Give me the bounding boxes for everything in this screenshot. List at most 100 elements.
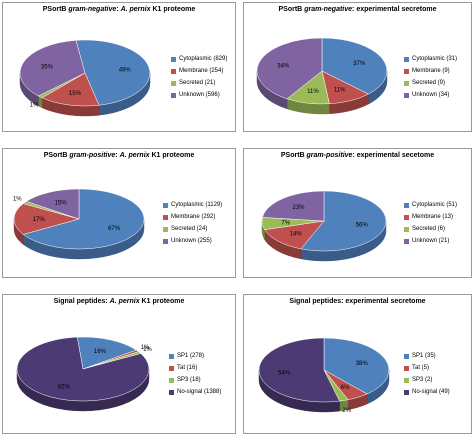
pie-data-label: 1% (141, 345, 150, 351)
legend-swatch (171, 68, 176, 74)
pie-data-label: 54% (278, 370, 291, 376)
pie-chart: 56% 14%7% 23% (261, 190, 387, 262)
legend-label: SP1 (278) (177, 353, 205, 359)
legend-item: Secreted (6) (404, 223, 457, 235)
pie-data-label: 11% (307, 89, 319, 95)
pie-chart: 38% 6% 2% 54% (258, 337, 390, 414)
legend-swatch (404, 365, 409, 371)
legend-label: Unknown (34) (412, 92, 450, 98)
legend-label: Cytoplasmic (51) (412, 202, 458, 208)
pie-slice-membrane (41, 72, 100, 107)
legend-swatch (171, 92, 176, 98)
legend-label: Secreted (21) (179, 80, 216, 86)
pie-data-label: 7% (281, 221, 290, 227)
legend-swatch (169, 365, 174, 371)
pie-data-label: 23% (292, 205, 305, 211)
legend-swatch (404, 202, 409, 208)
legend-item: Membrane (254) (171, 65, 227, 77)
pie-chart: 37% 11% 11% 34% (256, 37, 388, 115)
pie-label-group: 16%1%1%82% (58, 345, 153, 391)
chart-legend: Cytoplasmic (51) Membrane (13) Secreted (6… (404, 199, 457, 247)
legend-swatch (404, 214, 409, 220)
pie-slice-no-signal (258, 337, 340, 403)
pie-data-label: 14% (290, 232, 303, 238)
pie-data-label: 15% (69, 91, 82, 97)
pie-slice-unknown (25, 188, 80, 220)
pie-data-label: 1% (143, 347, 152, 353)
legend-label: Membrane (13) (412, 214, 454, 220)
legend-label: Secreted (24) (171, 226, 208, 232)
chart-legend: SP1 (278) Tat (16) SP3 (18) No-signal (1388… (169, 350, 221, 398)
pie-label-group: 67% 17% 1% 15% (13, 197, 121, 233)
legend-label: Unknown (255) (171, 238, 212, 244)
legend-swatch (169, 377, 174, 383)
pie-slice-unknown (262, 190, 325, 222)
legend-item: Membrane (292) (163, 211, 222, 223)
legend-label: SP3 (2) (412, 377, 433, 383)
pie-top-group (13, 188, 145, 250)
legend-item: No-signal (1388) (169, 386, 221, 398)
pie-chart: 67% 17% 1% 15% (13, 188, 145, 260)
pie-data-label: 1% (30, 102, 39, 108)
pie-data-label: 6% (341, 385, 350, 391)
legend-item: Unknown (255) (163, 235, 222, 247)
legend-label: Tat (5) (412, 365, 430, 371)
legend-item: Cytoplasmic (51) (404, 199, 457, 211)
legend-label: Unknown (21) (412, 238, 450, 244)
chart-panel-grampos-proteome: PSortB gram-positive: A. pernix K1 prote… (2, 148, 236, 278)
legend-item: Unknown (34) (404, 89, 457, 101)
legend-swatch (404, 92, 409, 98)
pie-slice-membrane (264, 220, 325, 250)
pie-data-label: 35% (41, 64, 54, 70)
legend-swatch (404, 56, 409, 62)
pie-data-label: 82% (58, 385, 71, 391)
pie-slice-sp1 (323, 337, 390, 395)
chart-panel-gramneg-secretome: PSortB gram-negative: experimental secre… (243, 2, 472, 132)
legend-label: Cytoplasmic (1129) (171, 202, 223, 208)
legend-swatch (404, 68, 409, 74)
pie-slice-cytoplasmic (22, 188, 145, 250)
legend-item: Membrane (9) (404, 65, 457, 77)
legend-item: Tat (5) (404, 362, 450, 374)
legend-item: Secreted (24) (163, 223, 222, 235)
legend-swatch (163, 238, 168, 244)
pie-chart: 49% 15% 1% 35% (19, 39, 151, 117)
pie-data-label: 16% (94, 349, 107, 355)
legend-label: SP1 (35) (412, 353, 436, 359)
legend-item: Unknown (21) (404, 235, 457, 247)
legend-swatch (163, 202, 168, 208)
pie-data-label: 49% (119, 67, 132, 73)
pie-data-label: 37% (353, 61, 366, 67)
chart-panel-grampos-secretome: PSortB gram-positive: experimental secet… (243, 148, 472, 278)
pie-top-group (261, 190, 387, 252)
chart-panel-signal-secretome: Signal peptides: experimental secretome … (243, 294, 472, 434)
legend-swatch (171, 56, 176, 62)
legend-label: No-signal (1388) (177, 389, 222, 395)
chart-legend: Cytoplasmic (31) Membrane (9) Secreted (9)… (404, 53, 457, 101)
pie-top-group (256, 37, 388, 105)
legend-label: No-signal (49) (412, 389, 450, 395)
pie-label-group: 38% 6% 2% 54% (278, 361, 368, 414)
legend-swatch (404, 238, 409, 244)
legend-label: Membrane (9) (412, 68, 450, 74)
legend-swatch (169, 353, 174, 359)
pie-slice-membrane (13, 203, 80, 235)
pie-slice-unknown (19, 40, 86, 97)
legend-item: Secreted (9) (404, 77, 457, 89)
legend-swatch (163, 214, 168, 220)
legend-swatch (404, 353, 409, 359)
legend-item: Tat (16) (169, 362, 221, 374)
chart-panel-signal-proteome: Signal peptides: A. pernix K1 proteome 1… (2, 294, 236, 434)
legend-label: Cytoplasmic (829) (179, 56, 228, 62)
pie-label-group: 49% 15% 1% 35% (30, 64, 132, 108)
legend-swatch (404, 80, 409, 86)
pie-data-label: 2% (342, 408, 351, 414)
chart-title: PSortB gram-negative: experimental secre… (278, 6, 437, 13)
pie-label-group: 37% 11% 11% 34% (277, 61, 366, 95)
legend-swatch (404, 226, 409, 232)
chart-title: Signal peptides: A. pernix K1 proteome (53, 298, 185, 305)
legend-item: Cytoplasmic (1129) (163, 199, 222, 211)
pie-slice-unknown (256, 37, 323, 100)
chart-title: PSortB gram-positive: experimental secet… (280, 152, 435, 159)
pie-label-group: 56% 14%7% 23% (281, 205, 368, 238)
